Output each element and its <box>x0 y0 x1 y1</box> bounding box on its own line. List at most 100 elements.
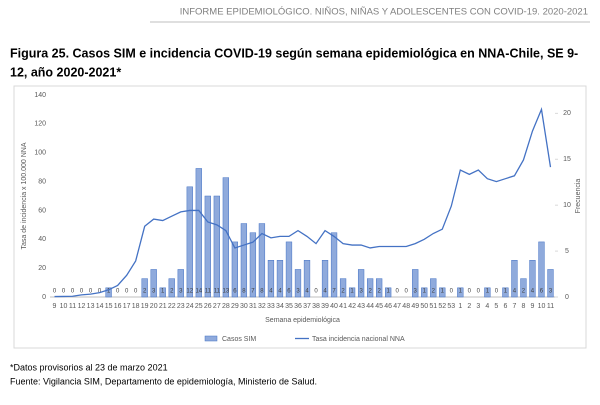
legend-label: Casos SIM <box>222 336 256 343</box>
y2-tick-label: 0 <box>565 294 569 301</box>
x-tick-label: 19 <box>141 303 149 310</box>
bar <box>168 278 175 298</box>
bar <box>366 278 374 298</box>
data-label: 6 <box>233 289 237 295</box>
data-label: 0 <box>134 289 138 295</box>
x-tick-label: 46 <box>384 303 392 310</box>
bar <box>376 278 383 298</box>
data-label: 0 <box>98 289 102 295</box>
bar <box>484 287 491 298</box>
bar <box>267 260 275 298</box>
x-tick-label: 44 <box>366 303 374 310</box>
x-tick-label: 1 <box>458 303 462 310</box>
bar <box>240 223 248 298</box>
y-axis-label: Tasa de incidencia x 100.000 NNA <box>21 142 28 249</box>
x-tick-label: 45 <box>375 303 383 310</box>
x-tick-label: 32 <box>258 303 266 310</box>
bar <box>439 287 446 298</box>
footnote: *Datos provisorios al 23 de marzo 2021 <box>10 362 168 372</box>
data-label: 8 <box>242 289 246 295</box>
x-tick-label: 13 <box>87 303 95 310</box>
bar <box>150 269 157 298</box>
x-tick-label: 7 <box>512 303 516 310</box>
bar <box>357 269 365 298</box>
data-label: 1 <box>423 289 427 295</box>
data-label: 3 <box>549 289 553 295</box>
x-tick-label: 52 <box>438 303 446 310</box>
data-label: 14 <box>195 289 202 295</box>
x-tick-label: 11 <box>69 303 76 310</box>
x-tick-label: 37 <box>303 303 311 310</box>
bar <box>538 241 545 298</box>
x-tick-label: 16 <box>114 303 122 310</box>
data-label: 12 <box>186 289 193 295</box>
bar <box>276 260 284 298</box>
data-label: 2 <box>377 289 381 295</box>
x-tick-label: 42 <box>348 303 356 310</box>
data-label: 0 <box>125 289 129 295</box>
bar <box>294 269 302 298</box>
footnote: Fuente: Vigilancia SIM, Departamento de … <box>10 376 317 386</box>
data-label: 0 <box>116 289 120 295</box>
data-label: 0 <box>71 289 75 295</box>
bar <box>511 260 518 298</box>
y2-axis-label: Frecuencia <box>575 179 582 214</box>
data-label: 11 <box>214 289 221 295</box>
bar <box>159 287 166 298</box>
x-tick-label: 10 <box>60 303 68 310</box>
x-tick-label: 49 <box>411 303 419 310</box>
x-tick-label: 14 <box>96 303 104 310</box>
data-label: 2 <box>143 289 147 295</box>
y-tick-label: 60 <box>38 207 46 214</box>
y-tick-label: 140 <box>34 92 46 99</box>
x-tick-label: 4 <box>485 303 489 310</box>
bar <box>303 260 311 298</box>
data-label: 0 <box>89 289 93 295</box>
data-label: 4 <box>278 289 282 295</box>
y-tick-label: 40 <box>38 236 46 243</box>
x-tick-label: 2 <box>467 303 471 310</box>
data-label: 1 <box>504 289 508 295</box>
data-label: 2 <box>522 289 526 295</box>
data-label: 1 <box>386 289 390 295</box>
chart-frame <box>13 85 587 349</box>
bar <box>385 287 392 298</box>
x-tick-label: 29 <box>231 303 239 310</box>
data-label: 0 <box>450 289 454 295</box>
data-label: 3 <box>179 289 183 295</box>
data-label: 7 <box>332 289 336 295</box>
x-tick-label: 35 <box>285 303 293 310</box>
bar <box>321 260 329 298</box>
data-label: 4 <box>513 289 517 295</box>
x-tick-label: 11 <box>547 303 554 310</box>
x-tick-label: 39 <box>321 303 329 310</box>
bar <box>457 287 464 298</box>
bar <box>249 232 257 298</box>
figure-title: 12, año 2020-2021* <box>10 65 121 79</box>
y-tick-label: 0 <box>42 294 46 301</box>
x-tick-label: 3 <box>476 303 480 310</box>
bar <box>141 278 148 298</box>
x-tick-label: 20 <box>150 303 158 310</box>
y2-tick-label: 15 <box>563 156 571 163</box>
x-tick-label: 41 <box>339 303 347 310</box>
bar <box>177 269 184 298</box>
data-label: 0 <box>53 289 57 295</box>
data-label: 3 <box>359 289 363 295</box>
x-tick-label: 40 <box>330 303 338 310</box>
x-tick-label: 33 <box>267 303 275 310</box>
x-tick-label: 24 <box>186 303 194 310</box>
data-label: 3 <box>414 289 418 295</box>
bar <box>547 269 554 298</box>
figure-title: Figura 25. Casos SIM e incidencia COVID-… <box>10 46 578 60</box>
data-label: 4 <box>323 289 327 295</box>
x-tick-label: 18 <box>132 303 140 310</box>
x-tick-label: 17 <box>123 303 131 310</box>
bar <box>330 232 338 298</box>
x-tick-label: 8 <box>521 303 525 310</box>
bar <box>231 241 239 298</box>
bar <box>502 287 509 298</box>
bar <box>204 195 211 298</box>
x-tick-label: 30 <box>240 303 248 310</box>
